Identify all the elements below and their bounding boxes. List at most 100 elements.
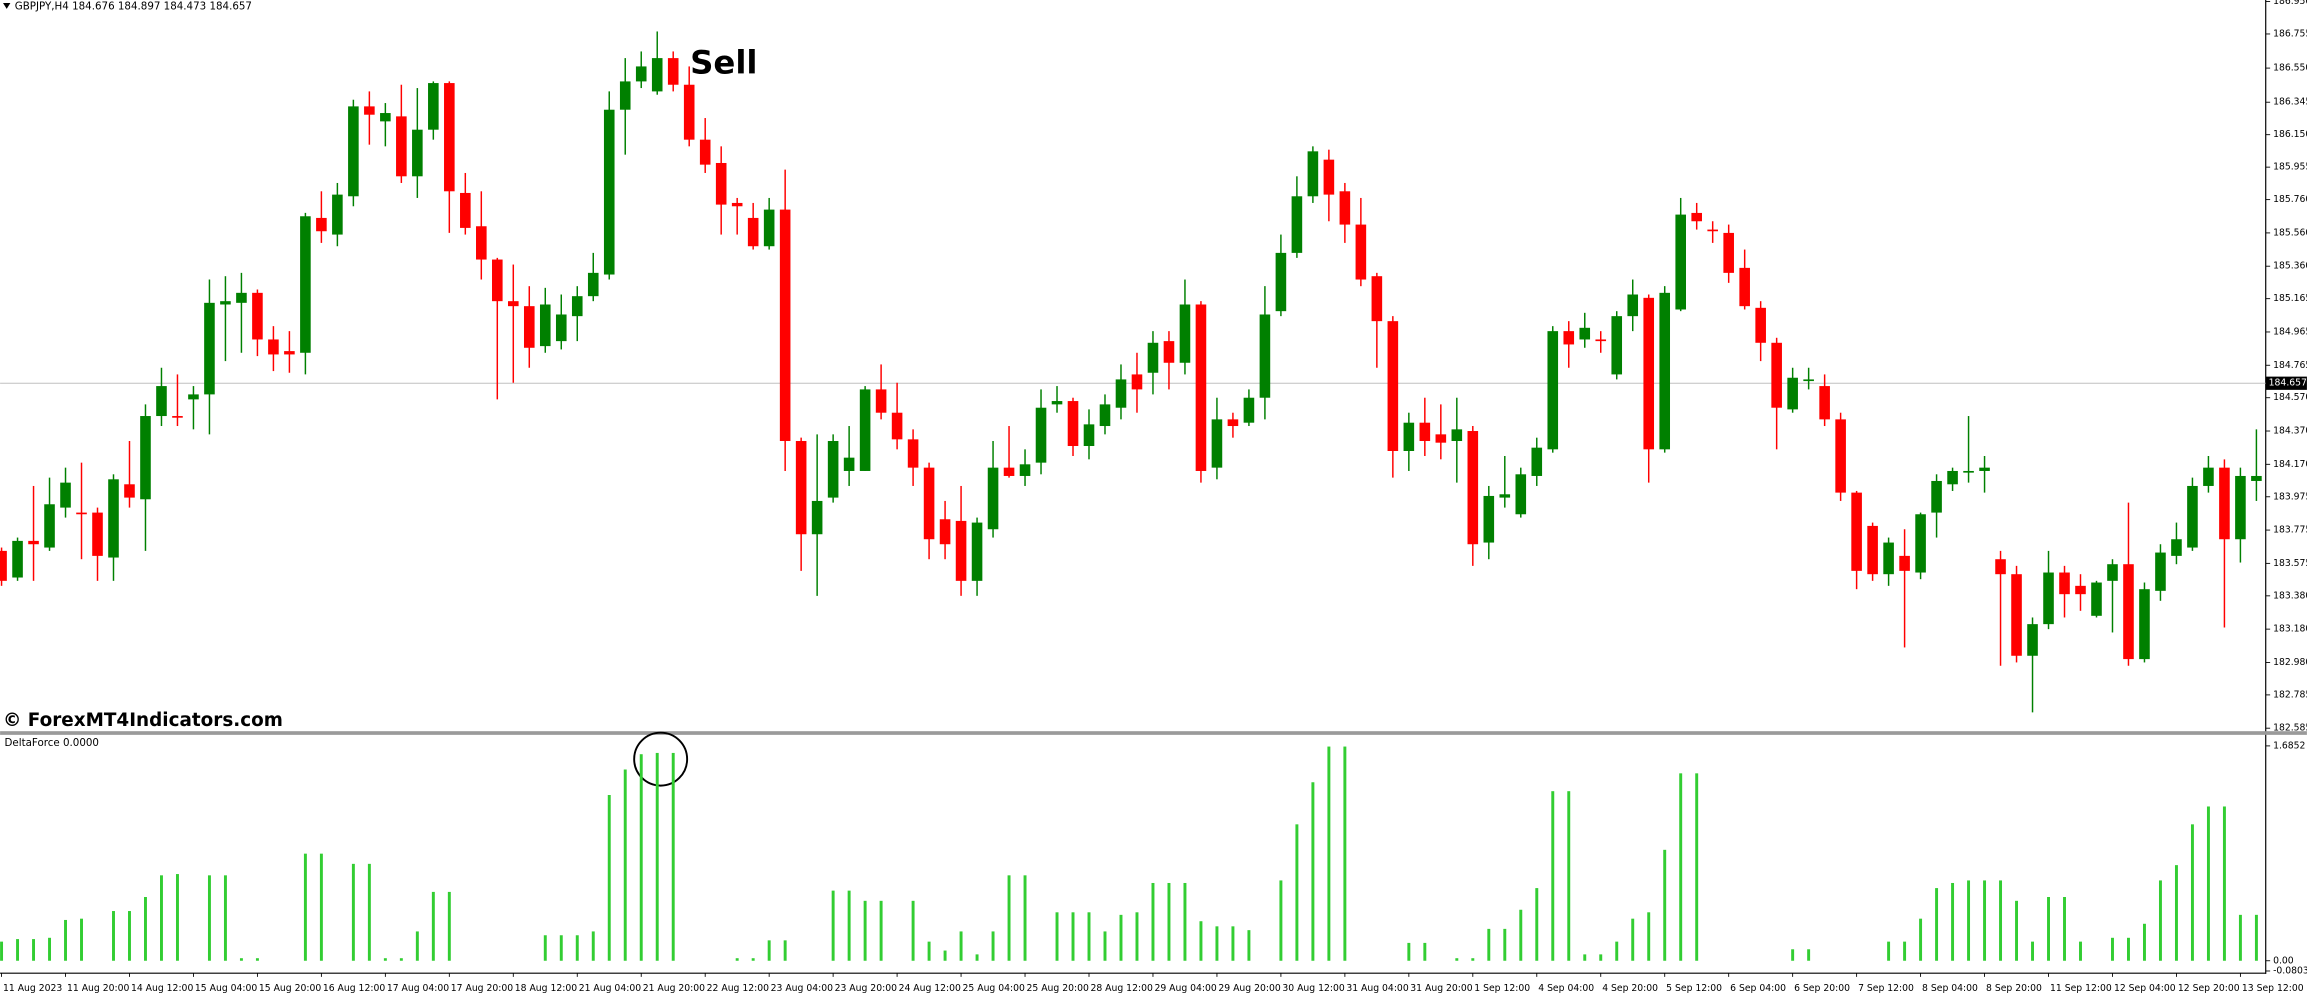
histogram-bar: [1695, 773, 1699, 961]
candle-body: [1371, 276, 1383, 322]
candle-body: [1243, 397, 1255, 423]
candle-body: [1499, 494, 1511, 498]
x-tick-label: 31 Aug 20:00: [1410, 983, 1472, 994]
histogram-bar: [431, 891, 435, 961]
histogram-bar: [1663, 849, 1667, 961]
x-tick-label: 18 Aug 12:00: [515, 983, 577, 994]
x-tick-label: 4 Sep 04:00: [1538, 983, 1594, 994]
candle-body: [1947, 470, 1958, 485]
x-tick-label: 6 Sep 20:00: [1794, 983, 1850, 994]
histogram-bar: [16, 939, 20, 961]
histogram-bar: [2238, 914, 2242, 961]
highlight-circle: [633, 731, 689, 787]
histogram-bar: [1519, 909, 1523, 961]
histogram-bar: [2190, 824, 2194, 961]
x-tick-label: 31 Aug 04:00: [1346, 983, 1408, 994]
histogram-bar: [2079, 941, 2082, 961]
candle-body: [364, 106, 375, 115]
candle-body: [2123, 564, 2134, 660]
candle-body: [2171, 539, 2182, 556]
candle-body: [1115, 379, 1127, 408]
y-tick-label: 185.560: [2273, 227, 2307, 238]
histogram-bar: [655, 752, 659, 961]
histogram-bar: [1135, 912, 1139, 961]
candle-body: [1275, 252, 1287, 312]
candle-body: [412, 129, 423, 177]
histogram-bar: [2111, 937, 2114, 961]
candle-body: [1691, 212, 1702, 222]
candle-body: [300, 216, 311, 353]
y-tick-label: 186.755: [2273, 28, 2307, 39]
histogram-bar: [1967, 880, 1971, 961]
x-tick-label: 15 Aug 04:00: [195, 983, 257, 994]
candle-body: [1915, 514, 1926, 573]
x-tick-label: 5 Sep 12:00: [1666, 983, 1722, 994]
x-tick-label: 21 Aug 04:00: [579, 983, 641, 994]
candle-body: [1851, 492, 1862, 571]
histogram-bar: [1503, 928, 1507, 961]
candle-body: [1963, 470, 1974, 473]
candle-body: [1211, 419, 1223, 468]
candle-body: [971, 522, 983, 581]
y-tick-label: 183.180: [2273, 624, 2307, 635]
histogram-bar: [991, 931, 995, 961]
candle-body: [1979, 467, 1990, 471]
candle-body: [1819, 386, 1830, 420]
x-tick-label: 13 Sep 12:00: [2242, 983, 2304, 994]
candle-body: [204, 302, 215, 395]
histogram-bar: [863, 900, 867, 961]
histogram-bar: [1343, 746, 1347, 961]
histogram-bar: [1167, 882, 1171, 961]
candle-body: [1307, 151, 1319, 197]
histogram-bar: [64, 919, 67, 961]
candle-body: [172, 416, 183, 418]
candle-body: [1627, 294, 1639, 317]
y-tick-label: 182.785: [2273, 689, 2307, 700]
candle-body: [1435, 434, 1447, 443]
histogram-bar: [975, 954, 979, 961]
candle-body: [587, 272, 599, 297]
y-tick-label: 184.570: [2273, 392, 2307, 403]
candle-body: [875, 389, 887, 413]
histogram-bar: [1311, 782, 1315, 961]
histogram-bar: [2254, 914, 2258, 961]
candle-body: [1835, 419, 1846, 493]
histogram-bar: [2206, 806, 2210, 961]
candle-body: [1547, 331, 1559, 450]
x-tick-label: 11 Aug 2023: [3, 983, 62, 994]
candle-body: [1595, 339, 1607, 342]
histogram-bar: [847, 890, 851, 961]
x-tick-label: 8 Sep 04:00: [1922, 983, 1978, 994]
histogram-bar: [1279, 880, 1283, 961]
histogram-bar: [1151, 882, 1155, 961]
y-tick-label: 185.360: [2273, 261, 2307, 272]
candle-body: [92, 512, 103, 556]
x-tick-label: 23 Aug 20:00: [835, 983, 897, 994]
x-tick-label: 25 Aug 20:00: [1027, 983, 1089, 994]
candle-body: [1931, 480, 1942, 513]
histogram-bar: [2031, 941, 2034, 961]
x-tick-label: 14 Aug 12:00: [131, 983, 193, 994]
candle-body: [348, 106, 359, 197]
x-tick-label: 30 Aug 12:00: [1282, 983, 1344, 994]
indicator-title: DeltaForce 0.0000: [4, 737, 99, 749]
histogram-bar: [1951, 882, 1955, 961]
x-tick-label: 11 Aug 20:00: [67, 983, 129, 994]
candle-body: [380, 113, 391, 122]
histogram-bar: [2047, 897, 2050, 961]
candle-body: [1643, 297, 1655, 450]
x-tick-label: 29 Aug 04:00: [1154, 983, 1216, 994]
histogram-bar: [1407, 942, 1411, 961]
histogram-bar: [32, 939, 36, 961]
candle-body: [523, 306, 535, 348]
histogram-bar: [1055, 912, 1059, 961]
candle-body: [619, 81, 631, 110]
candle-body: [635, 66, 647, 82]
candle-body: [1067, 401, 1079, 447]
histogram-bar: [1327, 746, 1331, 961]
candle-body: [907, 439, 919, 468]
candle-body: [236, 292, 247, 303]
candle-body: [44, 504, 55, 548]
candle-body: [2251, 475, 2262, 481]
